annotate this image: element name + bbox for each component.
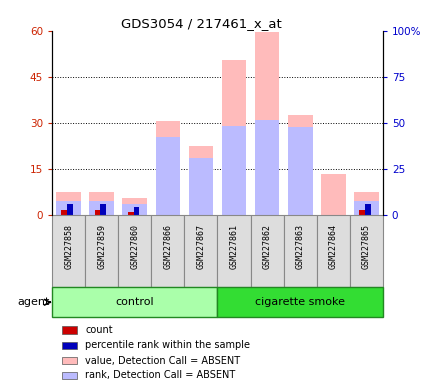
Text: GSM227864: GSM227864 (328, 224, 337, 269)
Bar (188, 146, 213, 215)
Bar (221, 126, 246, 215)
Bar (62, 326, 77, 334)
Bar (122, 198, 147, 215)
Bar (56, 201, 81, 215)
Bar (62, 342, 77, 349)
Text: agent: agent (17, 297, 49, 307)
Bar (56, 192, 81, 215)
Text: cigarette smoke: cigarette smoke (255, 297, 344, 307)
Bar (122, 204, 147, 215)
Bar (89, 192, 114, 215)
Bar (364, 204, 370, 215)
Bar (250, 215, 283, 288)
Bar (254, 32, 279, 215)
Bar (320, 174, 345, 215)
Text: GSM227867: GSM227867 (196, 224, 205, 269)
Bar (127, 212, 133, 215)
Bar (349, 215, 382, 288)
Text: GSM227861: GSM227861 (229, 224, 238, 269)
Bar (217, 215, 250, 288)
Text: GSM227858: GSM227858 (64, 224, 73, 269)
Bar (52, 288, 217, 317)
Bar (287, 115, 312, 215)
Bar (61, 210, 67, 215)
Bar (133, 207, 139, 215)
Bar (52, 215, 85, 288)
Bar (358, 210, 364, 215)
Bar (221, 60, 246, 215)
Bar (67, 204, 73, 215)
Bar (184, 215, 217, 288)
Text: GSM227863: GSM227863 (295, 224, 304, 269)
Bar (316, 215, 349, 288)
Bar (188, 158, 213, 215)
Bar (254, 120, 279, 215)
Bar (85, 215, 118, 288)
Bar (62, 357, 77, 364)
Text: GSM227859: GSM227859 (97, 224, 106, 269)
Text: GSM227866: GSM227866 (163, 224, 172, 269)
Bar (155, 137, 180, 215)
Bar (89, 201, 114, 215)
Bar (283, 215, 316, 288)
Bar (62, 372, 77, 379)
Bar (217, 288, 382, 317)
Bar (353, 201, 378, 215)
Bar (94, 210, 100, 215)
Bar (287, 127, 312, 215)
Text: GSM227865: GSM227865 (361, 224, 370, 269)
Bar (155, 121, 180, 215)
Text: count: count (85, 325, 113, 335)
Bar (353, 192, 378, 215)
Text: rank, Detection Call = ABSENT: rank, Detection Call = ABSENT (85, 370, 235, 380)
Text: control: control (115, 297, 154, 307)
Bar (118, 215, 151, 288)
Text: GSM227862: GSM227862 (262, 224, 271, 269)
Bar (151, 215, 184, 288)
Bar (100, 204, 106, 215)
Text: value, Detection Call = ABSENT: value, Detection Call = ABSENT (85, 356, 240, 366)
Title: GDS3054 / 217461_x_at: GDS3054 / 217461_x_at (120, 17, 281, 30)
Text: GSM227860: GSM227860 (130, 224, 139, 269)
Text: percentile rank within the sample: percentile rank within the sample (85, 341, 250, 351)
